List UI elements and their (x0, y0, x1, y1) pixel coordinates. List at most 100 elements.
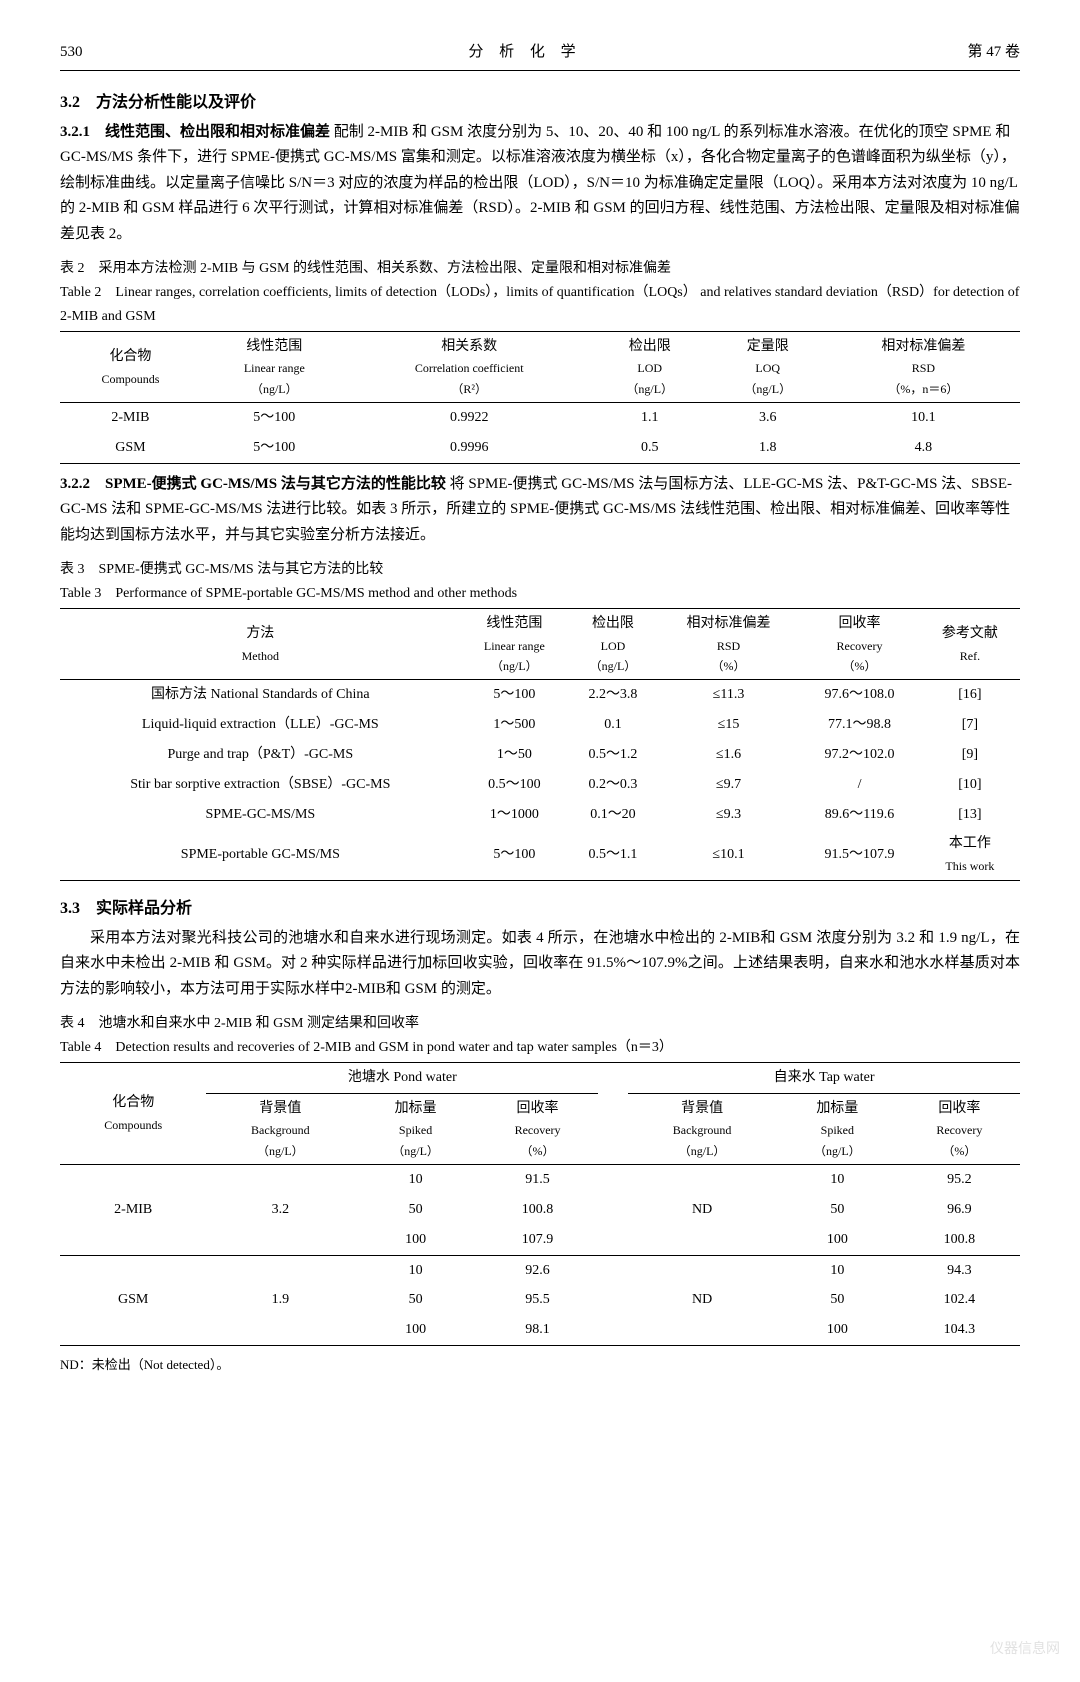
table-cell: 0.5 (591, 433, 709, 463)
table4-pond-group: 池塘水 Pond water (206, 1062, 598, 1093)
table-cell: ≤11.3 (658, 680, 799, 710)
table-cell: 102.4 (899, 1285, 1020, 1315)
table-row: 国标方法 National Standards of China5～1002.2… (60, 680, 1020, 710)
table-cell: 4.8 (827, 433, 1020, 463)
table-cell: / (799, 770, 920, 800)
table-cell: ≤9.7 (658, 770, 799, 800)
table-cell: ≤10.1 (658, 829, 799, 880)
table-cell: 95.5 (477, 1285, 598, 1315)
table-cell: 1.1 (591, 403, 709, 433)
table-cell: 国标方法 National Standards of China (60, 680, 461, 710)
column-header: 回收率Recovery（%） (899, 1093, 1020, 1165)
table-row: SPME-GC-MS/MS1～10000.1～20≤9.389.6～119.6[… (60, 800, 1020, 830)
column-header: 化合物Compounds (60, 1062, 206, 1164)
table-cell: [16] (920, 680, 1020, 710)
table-cell: 91.5～107.9 (799, 829, 920, 880)
table-cell: ≤9.3 (658, 800, 799, 830)
table-cell: 97.2～102.0 (799, 740, 920, 770)
section-3-3-title: 3.3 实际样品分析 (60, 895, 1020, 922)
table-cell: 0.1～20 (568, 800, 658, 830)
table-cell: 2-MIB (60, 403, 201, 433)
table-cell: 1.9 (206, 1255, 354, 1345)
table-cell: 100.8 (899, 1225, 1020, 1255)
table-cell: [13] (920, 800, 1020, 830)
table-cell: 0.9996 (348, 433, 591, 463)
table-cell: 0.9922 (348, 403, 591, 433)
table-row: SPME-portable GC-MS/MS5～1000.5～1.1≤10.19… (60, 829, 1020, 880)
column-header: 方法Method (60, 608, 461, 680)
column-header: 化合物Compounds (60, 331, 201, 403)
column-header: 检出限LOD（ng/L） (568, 608, 658, 680)
table-cell: 91.5 (477, 1165, 598, 1195)
table-row: Purge and trap（P&T）-GC-MS1～500.5～1.2≤1.6… (60, 740, 1020, 770)
column-header: 线性范围Linear range（ng/L） (461, 608, 568, 680)
table-cell: 10.1 (827, 403, 1020, 433)
table4-title-cn: 表 4 池塘水和自来水中 2-MIB 和 GSM 测定结果和回收率 (60, 1012, 1020, 1036)
column-header: 背景值Background（ng/L） (206, 1093, 354, 1165)
column-header: 回收率Recovery（%） (477, 1093, 598, 1165)
column-header: 加标量Spiked（ng/L） (776, 1093, 899, 1165)
table-cell: 0.2～0.3 (568, 770, 658, 800)
table-cell: 97.6～108.0 (799, 680, 920, 710)
table-cell: Purge and trap（P&T）-GC-MS (60, 740, 461, 770)
column-header: 加标量Spiked（ng/L） (354, 1093, 477, 1165)
table3-title-cn: 表 3 SPME-便携式 GC-MS/MS 法与其它方法的比较 (60, 558, 1020, 582)
table3-title-en: Table 3 Performance of SPME-portable GC-… (60, 582, 1020, 606)
table-cell: 10 (776, 1165, 899, 1195)
table-cell: 5～100 (201, 403, 348, 433)
table-cell: GSM (60, 1255, 206, 1345)
section-3-2-1-text: 配制 2-MIB 和 GSM 浓度分别为 5、10、20、40 和 100 ng… (60, 124, 1020, 242)
table-row: 2-MIB5～1000.99221.13.610.1 (60, 403, 1020, 433)
table-cell: 5～100 (461, 680, 568, 710)
table-cell: 96.9 (899, 1195, 1020, 1225)
table-cell: 104.3 (899, 1315, 1020, 1345)
table-cell: 0.1 (568, 710, 658, 740)
table-cell: 100 (354, 1315, 477, 1345)
column-header: 检出限LOD（ng/L） (591, 331, 709, 403)
table-cell: 107.9 (477, 1225, 598, 1255)
table-cell: [10] (920, 770, 1020, 800)
column-header: 定量限LOQ（ng/L） (709, 331, 827, 403)
table-cell: 1.8 (709, 433, 827, 463)
table-row: GSM5～1000.99960.51.84.8 (60, 433, 1020, 463)
table-cell: 5～100 (461, 829, 568, 880)
table-cell: 50 (354, 1285, 477, 1315)
table-cell: 10 (354, 1255, 477, 1285)
table4-tap-group: 自来水 Tap water (628, 1062, 1020, 1093)
table-cell: 100.8 (477, 1195, 598, 1225)
table-cell: 50 (776, 1285, 899, 1315)
table-cell: 100 (354, 1225, 477, 1255)
column-header: 背景值Background（ng/L） (628, 1093, 776, 1165)
table-cell: ND (628, 1255, 776, 1345)
table-cell: [9] (920, 740, 1020, 770)
watermark-text: 仪器信息网 (990, 1638, 1060, 1662)
section-3-3-text: 采用本方法对聚光科技公司的池塘水和自来水进行现场测定。如表 4 所示，在池塘水中… (60, 926, 1020, 1003)
table-cell: 92.6 (477, 1255, 598, 1285)
table2-title-en: Table 2 Linear ranges, correlation coeff… (60, 281, 1020, 329)
table-row: 2-MIB3.21091.5ND1095.2 (60, 1165, 1020, 1195)
page-number: 530 (60, 40, 83, 66)
section-3-2-1-title: 3.2.1 线性范围、检出限和相对标准偏差 (60, 124, 330, 140)
column-header: 参考文献Ref. (920, 608, 1020, 680)
table-cell: 2.2～3.8 (568, 680, 658, 710)
table-cell: SPME-portable GC-MS/MS (60, 829, 461, 880)
table-cell: [7] (920, 710, 1020, 740)
volume-label: 第 47 卷 (967, 40, 1020, 66)
table-cell: 10 (776, 1255, 899, 1285)
table2: 化合物Compounds线性范围Linear range（ng/L）相关系数Co… (60, 331, 1020, 464)
table-cell: 本工作This work (920, 829, 1020, 880)
table-cell: 95.2 (899, 1165, 1020, 1195)
table-cell: 10 (354, 1165, 477, 1195)
table-cell: SPME-GC-MS/MS (60, 800, 461, 830)
table-cell: 0.5～100 (461, 770, 568, 800)
table-cell: 1～500 (461, 710, 568, 740)
column-header: 线性范围Linear range（ng/L） (201, 331, 348, 403)
section-3-2-2-block: 3.2.2 SPME-便携式 GC-MS/MS 法与其它方法的性能比较 将 SP… (60, 472, 1020, 549)
table2-title-cn: 表 2 采用本方法检测 2-MIB 与 GSM 的线性范围、相关系数、方法检出限… (60, 257, 1020, 281)
table-cell: 94.3 (899, 1255, 1020, 1285)
table-row: GSM1.91092.6ND1094.3 (60, 1255, 1020, 1285)
table-cell: 3.6 (709, 403, 827, 433)
table-cell: 1～50 (461, 740, 568, 770)
table-cell: 1～1000 (461, 800, 568, 830)
table-cell: ≤1.6 (658, 740, 799, 770)
